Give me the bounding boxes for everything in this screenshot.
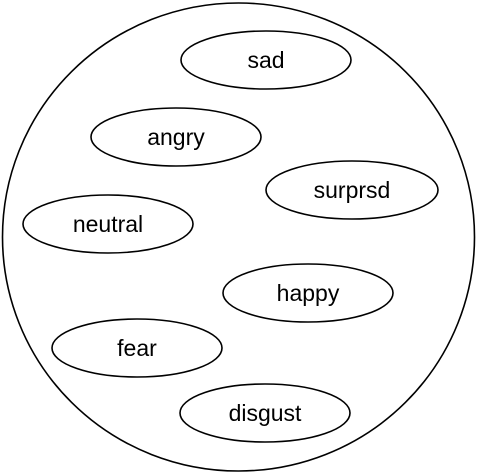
emotion-ellipse	[179, 383, 351, 443]
emotion-node-happy: happy	[222, 263, 394, 323]
emotion-ellipse	[22, 194, 194, 254]
emotion-node-fear: fear	[51, 318, 223, 378]
emotion-label-surprised: surprsd	[314, 177, 391, 203]
emotion-label-neutral: neutral	[73, 211, 143, 237]
emotion-label-disgust: disgust	[229, 400, 302, 426]
emotion-label-happy: happy	[277, 280, 340, 306]
emotion-node-surprised: surprsd	[265, 160, 439, 220]
emotion-ellipse	[222, 263, 394, 323]
emotion-ellipse	[51, 318, 223, 378]
emotion-node-angry: angry	[90, 107, 262, 167]
emotion-ellipse	[265, 160, 439, 220]
emotion-label-angry: angry	[147, 124, 205, 150]
emotion-node-neutral: neutral	[22, 194, 194, 254]
emotion-label-sad: sad	[247, 47, 284, 73]
emotion-node-disgust: disgust	[179, 383, 351, 443]
emotion-ellipse	[90, 107, 262, 167]
emotion-ellipse	[180, 30, 352, 90]
emotion-label-fear: fear	[117, 335, 157, 361]
emotion-node-sad: sad	[180, 30, 352, 90]
